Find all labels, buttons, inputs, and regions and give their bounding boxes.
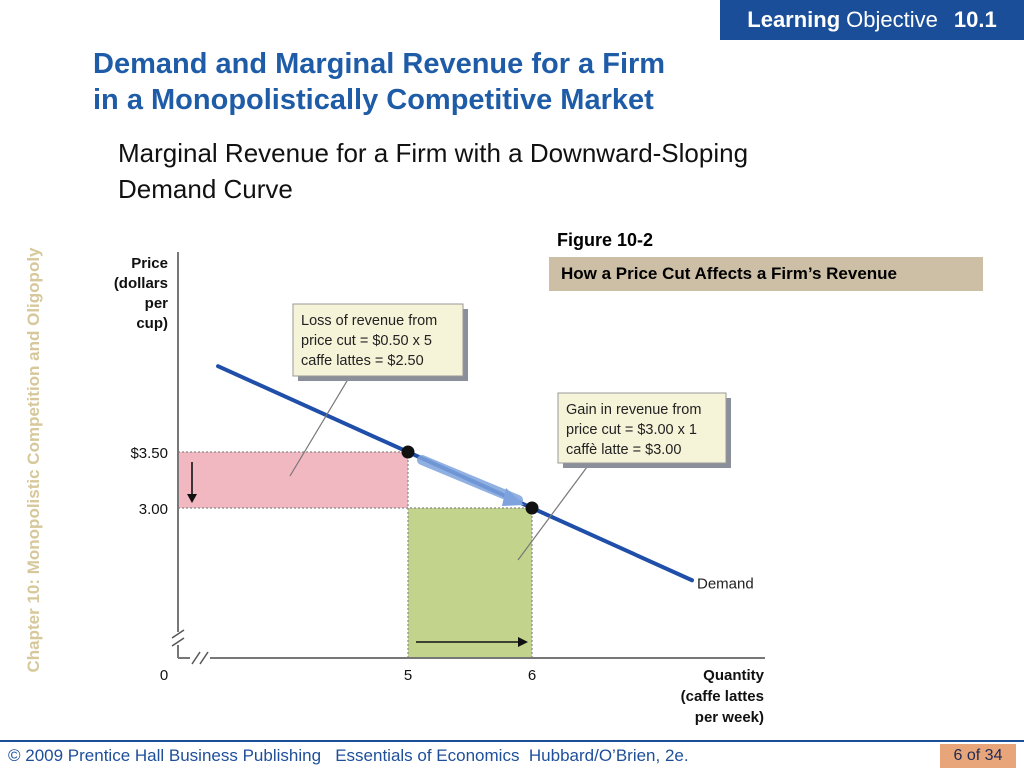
x-tick-label: 6 [528, 667, 536, 684]
x-axis-title-line: per week) [695, 709, 764, 726]
x-axis-break-mark [191, 651, 209, 665]
y-axis-title-line: cup) [136, 315, 168, 332]
figure-label: Figure 10-2 [557, 230, 654, 250]
slide-title-line2: in a Monopolistically Competitive Market [93, 84, 654, 116]
callout-text-loss: Loss of revenue from [301, 313, 437, 329]
footer-text: © 2009 Prentice Hall Business Publishing… [8, 746, 689, 765]
y-tick-label: $3.50 [130, 445, 168, 462]
slide-subtitle: Marginal Revenue for a Firm with a Downw… [118, 135, 918, 207]
data-point-2 [525, 501, 539, 515]
callout-box-loss [292, 303, 464, 377]
slide-title-line1: Demand and Marginal Revenue for a Firm [93, 48, 666, 80]
region-loss [178, 452, 408, 508]
x-axis-title-line: (caffe lattes [681, 688, 764, 705]
badge-text: Objective [846, 7, 938, 32]
slide-subtitle-line1: Marginal Revenue for a Firm with a Downw… [118, 138, 749, 168]
callout-leader-gain [517, 462, 591, 561]
movement-arrowhead [502, 488, 524, 506]
footer: © 2009 Prentice Hall Business Publishing… [0, 740, 1024, 768]
callout-box-gain [557, 392, 727, 464]
callout-leader-loss [289, 375, 351, 477]
slide-title: Demand and Marginal Revenue for a Firm i… [93, 46, 665, 118]
x-tick-label: 0 [160, 667, 168, 684]
badge-bold-text: Learning [747, 7, 841, 32]
demand-label: Demand [697, 575, 754, 592]
x-axis-title-line: Quantity [703, 667, 764, 684]
callout-text-loss: price cut = $0.50 x 5 [301, 333, 432, 349]
learning-objective-badge: Learning Objective 10.1 [717, 0, 1024, 40]
callout-text-loss: caffe lattes = $2.50 [301, 353, 424, 369]
y-axis-title-line: per [145, 295, 169, 312]
data-point-1 [401, 445, 415, 459]
y-tick-label: 3.00 [139, 501, 168, 518]
badge-number: 10.1 [953, 7, 997, 32]
callout-text-gain: Gain in revenue from [566, 402, 701, 418]
price-cut-arrowhead [187, 494, 197, 503]
y-axis-title-line: (dollars [114, 275, 168, 292]
x-tick-label: 5 [404, 667, 412, 684]
y-axis-break-mark [171, 629, 185, 647]
region-gain [408, 508, 532, 658]
callout-text-gain: price cut = $3.00 x 1 [566, 422, 697, 438]
callout-text-gain: caffè latte = $3.00 [566, 442, 681, 458]
figure-caption: How a Price Cut Affects a Firm’s Revenue [549, 257, 983, 291]
quantity-arrowhead [518, 637, 528, 647]
slide-subtitle-line2: Demand Curve [118, 174, 293, 204]
page-number-badge: 6 of 34 [940, 744, 1016, 768]
y-axis-title-line: Price [131, 255, 168, 272]
movement-arrow [417, 455, 523, 505]
demand-chart: Demand $3.50 3.00 0 5 6 Price (dollars per cup) Qu… [114, 252, 765, 726]
